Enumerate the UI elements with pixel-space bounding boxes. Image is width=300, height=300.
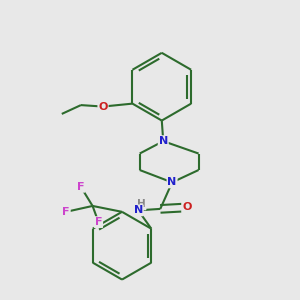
- Text: O: O: [182, 202, 191, 212]
- Text: F: F: [62, 207, 70, 217]
- Text: F: F: [95, 217, 102, 227]
- Text: N: N: [134, 206, 143, 215]
- Text: O: O: [98, 102, 108, 112]
- Text: N: N: [167, 177, 177, 188]
- Text: H: H: [137, 200, 146, 209]
- Text: F: F: [77, 182, 85, 192]
- Text: N: N: [159, 136, 168, 146]
